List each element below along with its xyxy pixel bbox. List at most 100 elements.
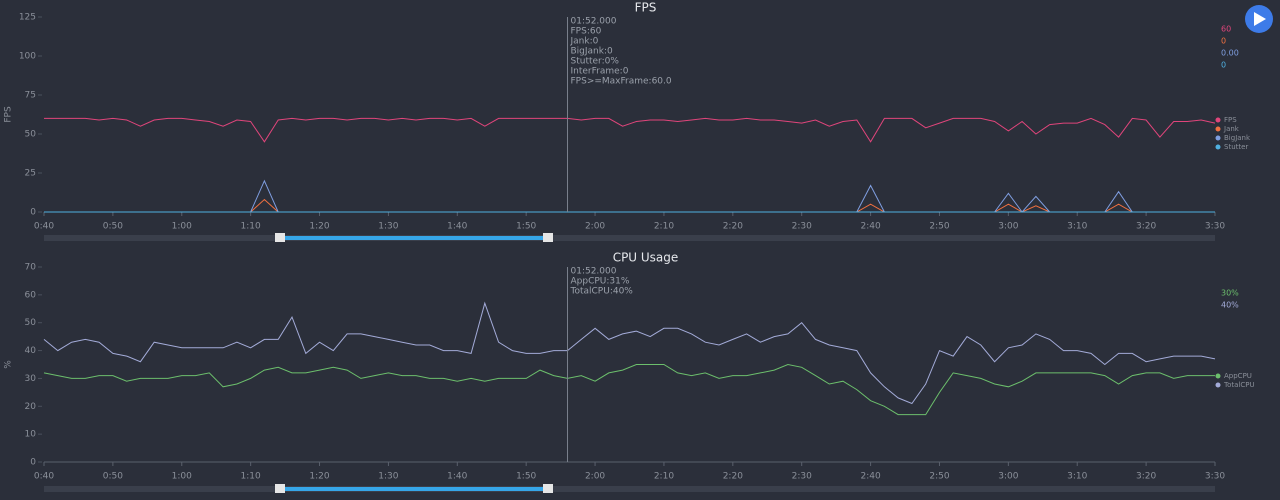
cursor-tooltip-line: AppCPU:31% <box>571 277 630 287</box>
cursor-tooltip-line: TotalCPU:40% <box>570 287 634 297</box>
current-value: 60 <box>1221 25 1231 34</box>
scroll-handle[interactable] <box>543 484 553 493</box>
y-tick-label: 25 <box>25 169 36 179</box>
x-tick-label: 1:00 <box>172 222 192 232</box>
x-tick-label: 1:20 <box>309 472 329 482</box>
x-tick-label: 3:30 <box>1205 472 1225 482</box>
x-tick-label: 2:50 <box>929 222 949 232</box>
y-tick-label: 60 <box>25 290 37 300</box>
series-line <box>43 363 1215 416</box>
chart-title: FPS <box>635 1 657 15</box>
x-tick-label: 2:20 <box>723 222 743 232</box>
x-tick-label: 2:20 <box>723 472 743 482</box>
y-tick-label: 50 <box>25 130 37 140</box>
legend-label: AppCPU <box>1224 372 1252 380</box>
cursor-tooltip-line: 01:52.000 <box>571 17 617 27</box>
cursor-tooltip-line: Stutter:0% <box>571 57 620 67</box>
x-tick-label: 2:40 <box>860 472 880 482</box>
x-tick-label: 2:00 <box>585 222 605 232</box>
x-tick-label: 3:10 <box>1067 222 1087 232</box>
y-tick-label: 20 <box>25 402 37 412</box>
x-tick-label: 3:30 <box>1205 222 1225 232</box>
current-value: 0 <box>1221 61 1226 70</box>
y-tick-label: 50 <box>25 318 37 328</box>
current-value: 40% <box>1221 301 1239 310</box>
legend-label: Stutter <box>1224 143 1248 151</box>
y-tick-label: 70 <box>25 263 37 273</box>
x-tick-label: 3:20 <box>1136 472 1156 482</box>
y-tick-label: 30 <box>25 374 37 384</box>
x-tick-label: 1:50 <box>516 222 536 232</box>
x-tick-label: 2:30 <box>792 222 812 232</box>
cursor-tooltip-line: FPS:60 <box>571 27 602 37</box>
chart-title: CPU Usage <box>613 251 679 265</box>
x-tick-label: 1:00 <box>172 472 192 482</box>
series-line <box>43 301 1216 405</box>
y-axis-label: % <box>4 360 14 369</box>
x-tick-label: 3:00 <box>998 472 1018 482</box>
y-tick-label: 40 <box>25 346 37 356</box>
current-value: 0.00 <box>1221 49 1239 58</box>
scroll-track <box>44 235 1215 241</box>
scroll-range[interactable] <box>282 236 548 240</box>
cursor-tooltip-line: 01:52.000 <box>571 267 617 277</box>
current-value: 30% <box>1221 289 1239 298</box>
scrollbar-bottom[interactable] <box>44 484 1215 493</box>
legend-swatch <box>1215 382 1221 388</box>
x-tick-label: 3:00 <box>998 222 1018 232</box>
scroll-handle[interactable] <box>543 233 553 242</box>
x-tick-label: 0:40 <box>34 472 54 482</box>
x-tick-label: 1:10 <box>241 472 261 482</box>
legend-swatch <box>1215 144 1221 150</box>
scroll-handle[interactable] <box>275 484 285 493</box>
x-tick-label: 1:10 <box>241 222 261 232</box>
y-tick-label: 10 <box>25 430 37 440</box>
legend-swatch <box>1215 126 1221 132</box>
current-value: 0 <box>1221 37 1226 46</box>
legend-swatch <box>1215 117 1221 123</box>
legend-label: FPS <box>1224 116 1237 124</box>
scroll-range[interactable] <box>282 487 548 491</box>
scrollbar-top[interactable] <box>44 233 1215 242</box>
x-tick-label: 3:20 <box>1136 222 1156 232</box>
x-tick-label: 0:40 <box>34 222 54 232</box>
legend-label: BigJank <box>1224 134 1251 142</box>
x-tick-label: 2:40 <box>860 222 880 232</box>
y-tick-label: 100 <box>19 52 36 62</box>
cursor-tooltip-line: FPS>=MaxFrame:60.0 <box>571 77 672 87</box>
series-line <box>44 117 1216 143</box>
x-tick-label: 0:50 <box>103 472 123 482</box>
x-tick-label: 2:30 <box>792 472 812 482</box>
legend-swatch <box>1215 135 1221 141</box>
scroll-handle[interactable] <box>275 233 285 242</box>
cursor-tooltip-line: Jank:0 <box>570 37 599 47</box>
y-tick-label: 75 <box>25 91 36 101</box>
play-button[interactable] <box>1245 5 1273 33</box>
x-tick-label: 1:30 <box>378 472 398 482</box>
play-icon <box>1254 12 1266 26</box>
x-tick-label: 2:10 <box>654 472 674 482</box>
x-tick-label: 0:50 <box>103 222 123 232</box>
x-tick-label: 1:50 <box>516 472 536 482</box>
x-tick-label: 1:40 <box>447 472 467 482</box>
x-tick-label: 1:30 <box>378 222 398 232</box>
legend-label: Jank <box>1223 125 1240 133</box>
cursor-tooltip-line: BigJank:0 <box>571 47 614 57</box>
legend-swatch <box>1215 373 1221 379</box>
cursor-tooltip-line: InterFrame:0 <box>571 67 629 77</box>
y-tick-label: 125 <box>19 13 36 23</box>
y-tick-label: 0 <box>30 208 36 218</box>
x-tick-label: 3:10 <box>1067 472 1087 482</box>
y-axis-label: FPS <box>4 106 14 123</box>
x-tick-label: 1:20 <box>309 222 329 232</box>
y-tick-label: 0 <box>30 458 36 468</box>
scroll-track <box>44 486 1215 492</box>
legend-label: TotalCPU <box>1223 381 1255 389</box>
x-tick-label: 2:00 <box>585 472 605 482</box>
x-tick-label: 1:40 <box>447 222 467 232</box>
x-tick-label: 2:10 <box>654 222 674 232</box>
x-tick-label: 2:50 <box>929 472 949 482</box>
